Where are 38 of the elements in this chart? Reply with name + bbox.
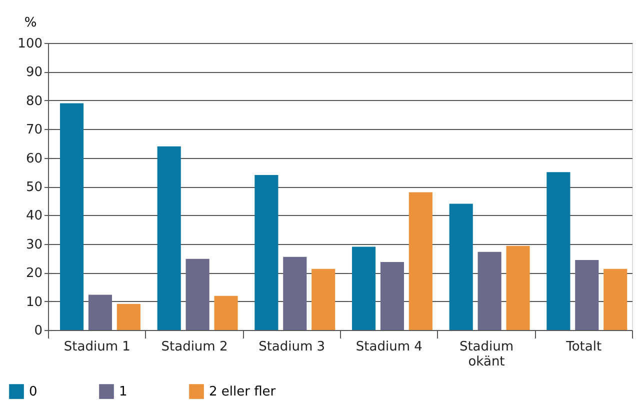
- bar: [312, 268, 336, 330]
- bar: [408, 192, 432, 330]
- legend-label: 2 eller fler: [209, 384, 276, 400]
- y-tick-label: 60: [26, 151, 42, 166]
- bar: [88, 294, 112, 330]
- legend-label: 1: [119, 384, 128, 400]
- x-tick-label: Stadium 3: [258, 340, 326, 354]
- y-tick-label: 80: [26, 94, 42, 109]
- bar: [186, 258, 210, 330]
- y-tick-label: 50: [26, 180, 42, 195]
- bar: [546, 172, 570, 330]
- bar: [60, 103, 84, 330]
- y-tick-label: 0: [34, 324, 42, 338]
- bar: [604, 268, 628, 330]
- x-tick-label: Stadium 2: [161, 340, 228, 354]
- bar: [478, 252, 502, 330]
- bar: [449, 204, 473, 330]
- bar: [214, 296, 238, 330]
- x-tick-label: Stadium okänt: [459, 340, 514, 370]
- y-tick-label: 90: [26, 65, 42, 80]
- y-tick-label: 70: [26, 122, 42, 138]
- bar: [575, 260, 599, 330]
- y-axis-title: %: [24, 16, 37, 30]
- x-tick-label: Stadium 4: [356, 340, 422, 354]
- bar: [380, 262, 404, 330]
- x-tick-label: Stadium 1: [64, 340, 130, 354]
- y-tick-label: 40: [26, 208, 42, 224]
- bar: [116, 304, 140, 330]
- bar: [157, 146, 181, 330]
- y-tick-label: 10: [26, 294, 42, 310]
- bar: [352, 246, 376, 330]
- y-tick-label: 20: [26, 266, 42, 282]
- x-tick-label: Totalt: [565, 340, 602, 354]
- y-tick-label: 30: [26, 237, 42, 252]
- bar: [254, 175, 278, 330]
- bar: [283, 256, 307, 330]
- y-tick-label: 100: [18, 36, 42, 52]
- bar: [506, 246, 530, 330]
